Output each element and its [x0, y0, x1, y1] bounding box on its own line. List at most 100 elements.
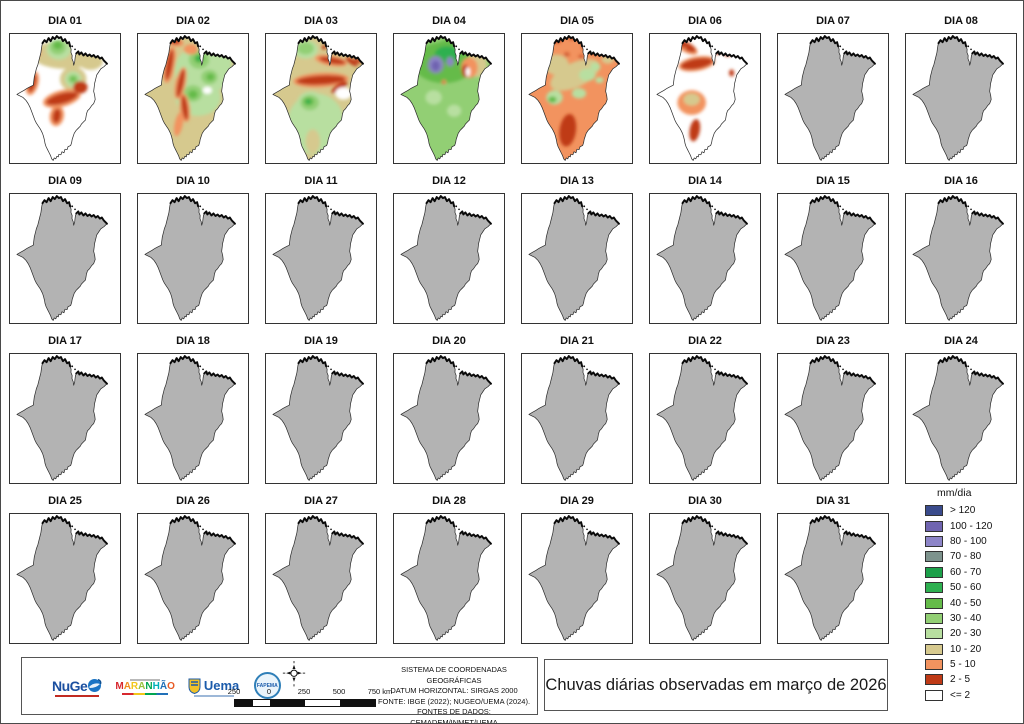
maranhao-map: [400, 35, 492, 161]
maranhao-map: [16, 195, 108, 321]
day-map-title: DIA 21: [560, 335, 594, 347]
day-map-title: DIA 05: [560, 15, 594, 27]
day-map-frame: [9, 353, 121, 484]
uema-wordmark: Uema: [203, 678, 240, 693]
day-map-cell: DIA 12: [385, 167, 513, 327]
legend-swatch: [925, 674, 943, 686]
day-map-cell: DIA 24: [897, 327, 1023, 487]
day-map-frame: [265, 513, 377, 644]
maranhao-map: [272, 195, 364, 321]
fapema-wordmark: FAPEMA: [256, 682, 278, 689]
globe-icon: [88, 678, 102, 692]
day-map-title: DIA 10: [176, 175, 210, 187]
legend-item: 30 - 40: [903, 611, 1021, 626]
maranhao-map: [16, 35, 108, 161]
legend-swatch: [925, 566, 943, 578]
day-map-title: DIA 28: [432, 495, 466, 507]
day-map-frame: [265, 33, 377, 164]
day-map-cell: DIA 13: [513, 167, 641, 327]
maranhao-map: [528, 515, 620, 641]
maranhao-gov-logo: MARANHÃO: [115, 679, 175, 695]
day-map-frame: [393, 193, 505, 324]
scale-label: 250: [297, 687, 311, 696]
legend-item: 5 - 10: [903, 657, 1021, 672]
legend-swatch: [925, 643, 943, 655]
legend: mm/dia > 120 100 - 120 80 - 100 70 - 80 60 -…: [903, 487, 1021, 703]
maranhao-map: [528, 195, 620, 321]
fapema-badge-icon: FAPEMA: [253, 672, 281, 699]
legend-item: <= 2: [903, 688, 1021, 703]
legend-swatch: [925, 520, 943, 532]
legend-item: 2 - 5: [903, 672, 1021, 687]
day-map-frame: [649, 513, 761, 644]
day-map-cell: DIA 02: [129, 7, 257, 167]
maranhao-subline: [122, 693, 169, 695]
day-map-frame: [9, 193, 121, 324]
maranhao-map: [912, 355, 1004, 481]
day-map-cell: DIA 23: [769, 327, 897, 487]
maranhao-map: [912, 195, 1004, 321]
maranhao-map: [272, 35, 364, 161]
legend-item-label: 30 - 40: [950, 612, 982, 624]
day-map-cell: DIA 11: [257, 167, 385, 327]
maranhao-map: [144, 355, 236, 481]
legend-item: > 120: [903, 503, 1021, 518]
day-map-title: DIA 08: [944, 15, 978, 27]
day-map-title: DIA 02: [176, 15, 210, 27]
maranhao-map: [272, 515, 364, 641]
legend-swatch: [925, 505, 943, 517]
day-map-frame: [137, 33, 249, 164]
legend-item: 70 - 80: [903, 549, 1021, 564]
legend-item: 60 - 70: [903, 565, 1021, 580]
day-map-title: DIA 29: [560, 495, 594, 507]
maranhao-map: [144, 35, 236, 161]
day-map-cell: DIA 03: [257, 7, 385, 167]
legend-swatch: [925, 535, 943, 547]
day-map-title: DIA 18: [176, 335, 210, 347]
day-map-title: DIA 20: [432, 335, 466, 347]
maranhao-map: [656, 515, 748, 641]
scale-bar-segment: [235, 700, 253, 706]
maranhao-map: [656, 35, 748, 161]
day-map-title: DIA 11: [304, 175, 338, 187]
legend-item-label: 70 - 80: [950, 551, 982, 563]
day-map-title: DIA 14: [688, 175, 722, 187]
day-map-title: DIA 04: [432, 15, 466, 27]
legend-swatch: [925, 689, 943, 701]
legend-swatch: [925, 628, 943, 640]
legend-swatch: [925, 659, 943, 671]
day-map-frame: [521, 513, 633, 644]
legend-item: 100 - 120: [903, 518, 1021, 533]
fapema-logo: FAPEMA: [252, 672, 283, 702]
legend-swatch: [925, 597, 943, 609]
maranhao-map: [528, 35, 620, 161]
day-map-cell: DIA 01: [1, 7, 129, 167]
credits-line: FONTE: IBGE (2022); NUGEO/UEMA (2024).: [377, 696, 531, 706]
nugeo-subline: [55, 694, 100, 697]
credits-text: SISTEMA DE COORDENADAS GEOGRÁFICAS DATUM …: [374, 665, 534, 723]
uema-crest-icon: [188, 678, 201, 694]
map-title: Chuvas diárias observadas em março de 20…: [545, 675, 887, 694]
day-map-title: DIA 01: [48, 15, 82, 27]
day-map-cell: DIA 06: [641, 7, 769, 167]
day-map-title: DIA 19: [304, 335, 338, 347]
day-map-frame: [777, 353, 889, 484]
legend-swatch: [925, 582, 943, 594]
maranhao-map: [784, 515, 876, 641]
uema-logo: Uema: [188, 678, 239, 697]
legend-swatch: [925, 612, 943, 624]
legend-swatch: [925, 551, 943, 563]
legend-item-label: 60 - 70: [950, 566, 982, 578]
scale-bar-segment: [340, 700, 375, 706]
legend-item-label: 80 - 100: [950, 535, 987, 547]
legend-item-label: 2 - 5: [950, 674, 971, 686]
day-map-frame: [265, 193, 377, 324]
scale-label: 500: [332, 687, 346, 696]
day-map-cell: DIA 08: [897, 7, 1023, 167]
day-map-title: DIA 26: [176, 495, 210, 507]
day-map-frame: [393, 33, 505, 164]
legend-item-label: 20 - 30: [950, 628, 982, 640]
legend-item-label: 50 - 60: [950, 582, 982, 594]
scale-group: 250 0 250 500 750 km: [228, 660, 394, 714]
